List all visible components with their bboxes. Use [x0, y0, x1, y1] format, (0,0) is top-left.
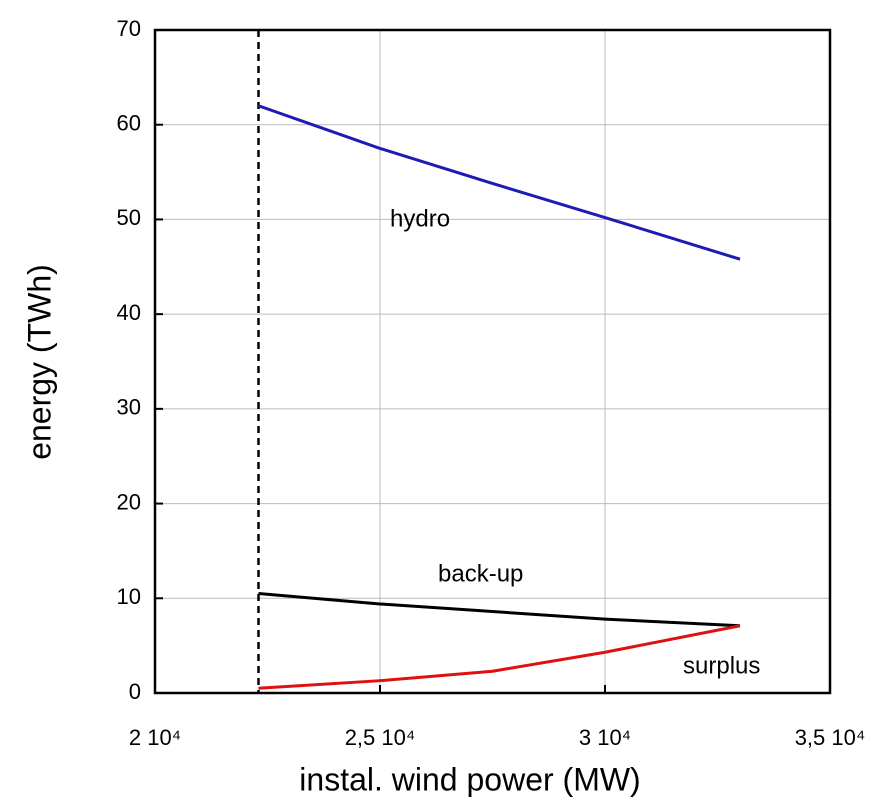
y-axis-label: energy (TWh): [21, 264, 57, 460]
y-tick-label: 0: [129, 679, 141, 704]
series-label: back-up: [438, 560, 523, 587]
x-axis-label: instal. wind power (MW): [299, 761, 640, 797]
x-tick-label: 3,5 10⁴: [795, 725, 866, 750]
x-tick-label: 2,5 10⁴: [345, 725, 416, 750]
line-series: [258, 624, 741, 690]
x-tick-label: 2 10⁴: [129, 725, 181, 750]
line-series: [258, 104, 741, 261]
series-label: hydro: [390, 205, 450, 232]
y-tick-label: 60: [117, 111, 141, 136]
y-tick-label: 10: [117, 584, 141, 609]
y-tick-label: 20: [117, 489, 141, 514]
line-series: [258, 592, 741, 628]
y-tick-label: 50: [117, 205, 141, 230]
series-label: surplus: [683, 652, 760, 679]
x-tick-label: 3 10⁴: [579, 725, 631, 750]
y-tick-label: 40: [117, 300, 141, 325]
y-tick-label: 70: [117, 16, 141, 41]
y-tick-label: 30: [117, 395, 141, 420]
plot-frame: [153, 28, 832, 695]
